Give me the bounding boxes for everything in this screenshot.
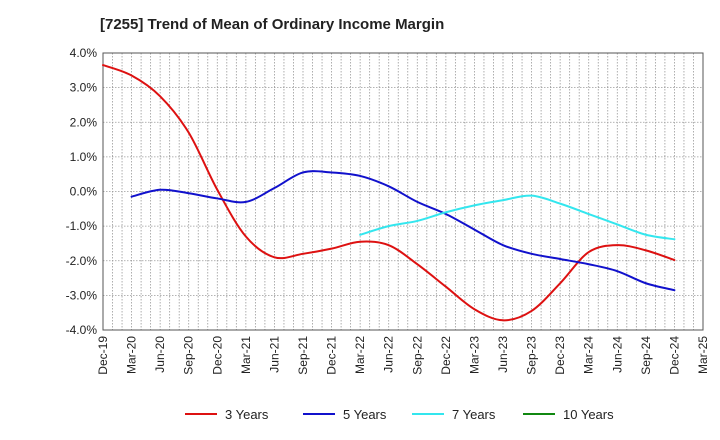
y-tick-label: 4.0%	[70, 46, 98, 60]
y-tick-label: 1.0%	[70, 150, 98, 164]
x-tick-label: Mar-20	[125, 336, 139, 374]
chart-title: [7255] Trend of Mean of Ordinary Income …	[100, 16, 445, 33]
series-line-7-years	[359, 194, 676, 241]
x-tick-label: Jun-20	[153, 336, 167, 373]
x-tick-label: Dec-19	[96, 336, 110, 375]
x-tick-label: Dec-23	[553, 336, 567, 375]
x-tick-label: Sep-24	[639, 336, 653, 375]
legend-item-10-years: 10 Years	[523, 407, 614, 422]
x-tick-label: Sep-20	[182, 336, 196, 375]
x-tick-label: Dec-24	[667, 336, 681, 375]
y-tick-label: -2.0%	[66, 254, 98, 268]
legend-item-7-years: 7 Years	[412, 407, 496, 422]
legend-label: 7 Years	[452, 407, 496, 422]
y-tick-label: 2.0%	[70, 115, 98, 129]
legend-item-3-years: 3 Years	[185, 407, 269, 422]
series-line-3-years	[102, 64, 676, 322]
y-tick-label: -3.0%	[66, 288, 98, 302]
y-tick-label: -4.0%	[66, 323, 98, 337]
x-tick-label: Mar-21	[239, 336, 253, 374]
grid-lines	[102, 52, 704, 331]
x-tick-label: Sep-23	[525, 336, 539, 375]
legend: 3 Years 5 Years 7 Years 10 Years	[185, 407, 614, 422]
axes: 4.0% 3.0% 2.0% 1.0% 0.0% -1.0% -2.0% -3.0% -4.0%…	[66, 46, 710, 375]
x-tick-label: Mar-22	[353, 336, 367, 374]
x-tick-label: Jun-21	[267, 336, 281, 373]
x-tick-label: Dec-21	[325, 336, 339, 375]
plot-frame	[102, 52, 704, 331]
x-tick-label: Jun-24	[610, 336, 624, 373]
series-lines	[102, 64, 676, 322]
x-tick-label: Sep-22	[410, 336, 424, 375]
legend-item-5-years: 5 Years	[303, 407, 387, 422]
x-tick-label: Mar-23	[467, 336, 481, 374]
x-tick-label: Jun-23	[496, 336, 510, 373]
y-tick-label: 3.0%	[70, 81, 98, 95]
legend-label: 3 Years	[225, 407, 269, 422]
x-tick-label: Sep-21	[296, 336, 310, 375]
y-tick-label: -1.0%	[66, 219, 98, 233]
legend-label: 10 Years	[563, 407, 614, 422]
series-line-5-years	[130, 170, 676, 292]
x-tick-label: Mar-24	[582, 336, 596, 374]
legend-label: 5 Years	[343, 407, 387, 422]
x-tick-label: Jun-22	[382, 336, 396, 373]
x-tick-label: Dec-20	[210, 336, 224, 375]
x-tick-label: Dec-22	[439, 336, 453, 375]
y-tick-label: 0.0%	[70, 185, 98, 199]
x-tick-label: Mar-25	[696, 336, 710, 374]
